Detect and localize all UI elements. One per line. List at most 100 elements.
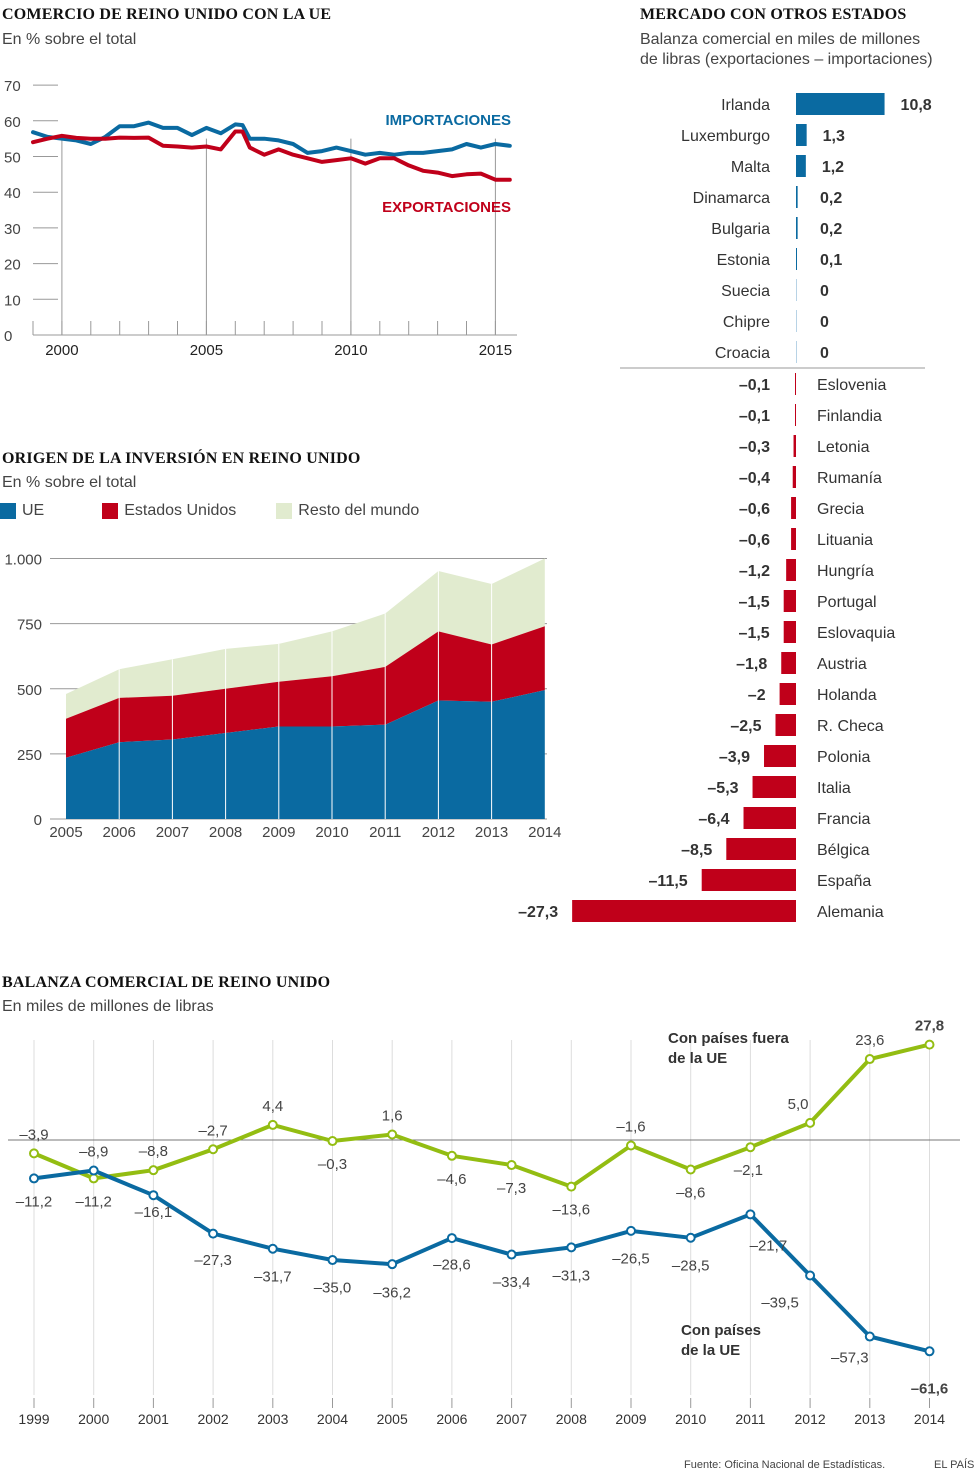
chart3-subtitle: En % sobre el total bbox=[2, 474, 137, 491]
series-label-exportaciones: EXPORTACIONES bbox=[382, 199, 511, 216]
x-tick-label: 2000 bbox=[45, 342, 78, 359]
bar bbox=[726, 838, 796, 860]
legend-swatch-us bbox=[102, 503, 119, 519]
y-tick-label: 70 bbox=[4, 78, 21, 95]
bar bbox=[795, 404, 796, 426]
data-label-non-eu: –11,2 bbox=[75, 1193, 111, 1210]
data-label-non-eu: 23,6 bbox=[855, 1032, 884, 1049]
data-label-non-eu: –8,8 bbox=[139, 1143, 168, 1160]
data-label-eu: –16,1 bbox=[135, 1204, 173, 1221]
bar bbox=[796, 279, 797, 301]
data-point-non-eu bbox=[29, 1148, 39, 1159]
x-tick-label: 2012 bbox=[422, 824, 455, 841]
data-label-eu: –28,6 bbox=[433, 1256, 471, 1273]
bar bbox=[572, 900, 796, 922]
bar-value-label: –0,4 bbox=[739, 470, 770, 487]
bar-category-label: Alemania bbox=[817, 904, 884, 921]
series-annotation-non-eu-line1: Con países fuera bbox=[668, 1030, 790, 1047]
x-tick-label: 2000 bbox=[78, 1411, 109, 1427]
data-point-eu bbox=[566, 1242, 577, 1253]
bar bbox=[796, 93, 885, 115]
data-point-eu bbox=[745, 1209, 756, 1220]
data-label-eu: –61,6 bbox=[911, 1380, 949, 1397]
series-line-eu bbox=[33, 1168, 930, 1354]
bar-value-label: –1,8 bbox=[736, 656, 767, 673]
data-label-eu: –21,7 bbox=[750, 1237, 788, 1254]
area-estados-unidos bbox=[66, 626, 545, 758]
data-point-eu bbox=[148, 1190, 159, 1201]
x-tick-label: 2011 bbox=[735, 1411, 765, 1427]
x-tick-label: 2001 bbox=[138, 1411, 169, 1427]
bar-category-label: Austria bbox=[817, 656, 867, 673]
bar-value-label: –1,2 bbox=[739, 563, 770, 580]
bar-value-label: 0 bbox=[820, 345, 829, 362]
area-ue bbox=[66, 690, 545, 819]
bar bbox=[764, 745, 796, 767]
data-point-non-eu bbox=[446, 1150, 457, 1161]
data-label-non-eu: –3,9 bbox=[19, 1126, 48, 1143]
bar bbox=[783, 590, 796, 612]
bar-category-label: Eslovenia bbox=[817, 377, 886, 394]
legend-label-us: Estados Unidos bbox=[124, 502, 237, 519]
x-tick-label: 1999 bbox=[18, 1411, 49, 1427]
x-tick-label: 2009 bbox=[262, 824, 295, 841]
bar-value-label: –8,5 bbox=[681, 842, 712, 859]
y-tick-label: 0 bbox=[34, 812, 42, 829]
bar bbox=[796, 124, 807, 146]
bar-category-label: Luxemburgo bbox=[681, 128, 770, 145]
x-tick-label: 2012 bbox=[795, 1411, 826, 1427]
data-label-non-eu: –13,6 bbox=[553, 1202, 591, 1219]
bar bbox=[796, 341, 797, 363]
data-point-non-eu bbox=[327, 1136, 338, 1147]
x-tick-label: 2013 bbox=[854, 1411, 885, 1427]
chart1-subtitle: En % sobre el total bbox=[2, 31, 137, 48]
bar bbox=[796, 186, 798, 208]
data-label-eu: –31,7 bbox=[254, 1268, 292, 1285]
data-point-non-eu bbox=[745, 1142, 756, 1153]
data-point-non-eu bbox=[685, 1164, 696, 1175]
bar-category-label: Francia bbox=[817, 811, 870, 828]
bar-value-label: –0,1 bbox=[739, 377, 770, 394]
bar bbox=[793, 435, 796, 457]
data-point-eu bbox=[685, 1232, 696, 1243]
bar-value-label: –2 bbox=[748, 687, 766, 704]
data-label-eu: –33,4 bbox=[493, 1274, 531, 1291]
data-label-eu: –31,3 bbox=[553, 1268, 591, 1285]
bar-category-label: Croacia bbox=[715, 345, 770, 362]
data-point-eu bbox=[88, 1165, 99, 1176]
data-point-non-eu bbox=[566, 1181, 577, 1192]
y-tick-label: 20 bbox=[4, 257, 21, 274]
x-tick-label: 2004 bbox=[317, 1411, 348, 1427]
x-tick-label: 2014 bbox=[528, 824, 561, 841]
bar-value-label: 0,2 bbox=[820, 221, 842, 238]
data-label-non-eu: 27,8 bbox=[915, 1018, 944, 1035]
bar-category-label: Portugal bbox=[817, 594, 877, 611]
data-point-non-eu bbox=[88, 1173, 99, 1184]
x-tick-label: 2015 bbox=[479, 342, 512, 359]
x-tick-label: 2008 bbox=[556, 1411, 587, 1427]
y-tick-label: 10 bbox=[4, 292, 21, 309]
chart2-title: MERCADO CON OTROS ESTADOS bbox=[640, 6, 907, 23]
legend-item-rest: Resto del mundo bbox=[276, 502, 419, 520]
y-tick-label: 750 bbox=[17, 617, 42, 634]
data-point-eu bbox=[327, 1255, 338, 1266]
chart2-subtitle-line1: Balanza comercial en miles de millones bbox=[640, 31, 921, 48]
series-annotation-non-eu-line2: de la UE bbox=[668, 1050, 727, 1067]
x-tick-label: 2003 bbox=[257, 1411, 288, 1427]
data-point-non-eu bbox=[924, 1039, 935, 1050]
bar-category-label: Bulgaria bbox=[711, 221, 770, 238]
bar bbox=[795, 373, 796, 395]
chart2-subtitle-line2: de libras (exportaciones – importaciones… bbox=[640, 51, 933, 68]
data-point-eu bbox=[208, 1228, 219, 1239]
bar-value-label: –0,3 bbox=[739, 439, 770, 456]
y-tick-label: 50 bbox=[4, 150, 21, 167]
chart1-title: COMERCIO DE REINO UNIDO CON LA UE bbox=[2, 6, 332, 23]
data-label-non-eu: 5,0 bbox=[788, 1096, 809, 1113]
y-tick-label: 30 bbox=[4, 221, 21, 238]
bar-value-label: 10,8 bbox=[901, 97, 932, 114]
bar-value-label: –5,3 bbox=[707, 780, 738, 797]
bar-value-label: –2,5 bbox=[730, 718, 761, 735]
bar-value-label: –0,1 bbox=[739, 408, 770, 425]
data-point-eu bbox=[805, 1270, 816, 1281]
bar-value-label: 1,3 bbox=[823, 128, 845, 145]
